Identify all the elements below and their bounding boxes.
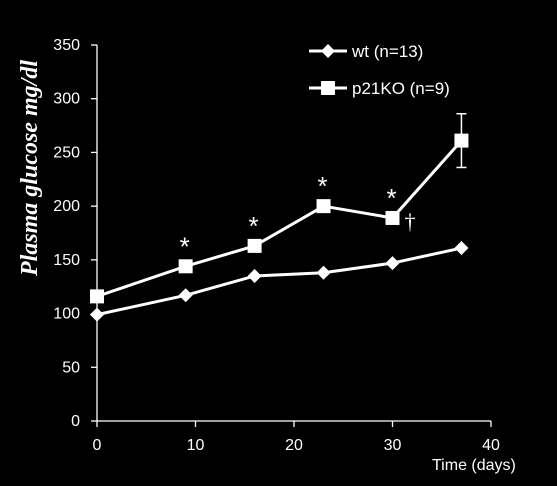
significance-asterisk: * (249, 211, 259, 241)
legend-marker (321, 81, 335, 95)
series-line-0 (96, 246, 462, 317)
x-tick-label: 0 (93, 437, 102, 454)
y-tick-label: 250 (53, 144, 80, 161)
x-tick-label: 20 (285, 437, 303, 454)
axes: 0 50 100 150 200 250 300 350 0 10 20 30 40 (53, 37, 500, 454)
legend: wt (n=13) p21KO (n=9) (309, 42, 450, 98)
data-point (385, 210, 400, 225)
data-point (385, 256, 400, 271)
y-axis-title: Plasma glucose mg/dl (17, 60, 43, 277)
y-tick-label: 50 (62, 359, 80, 376)
x-tick-label: 10 (187, 437, 205, 454)
data-point (247, 268, 262, 283)
significance-asterisk: * (386, 183, 396, 213)
data-point (454, 241, 469, 256)
y-tick-label: 300 (53, 91, 80, 108)
significance-asterisk: * (180, 231, 190, 261)
data-point (90, 289, 104, 304)
data-point (90, 307, 104, 322)
annotations: * * * * † (180, 171, 416, 261)
significance-asterisk: * (317, 171, 327, 201)
series-line-1 (96, 139, 463, 298)
legend-label: p21KO (n=9) (352, 79, 450, 98)
y-tick-label: 150 (53, 252, 80, 269)
legend-marker (321, 44, 335, 58)
x-axis-title: Time (days) (432, 457, 516, 474)
y-tick-label: 0 (71, 413, 80, 430)
plot-area (90, 113, 469, 322)
legend-label: wt (n=13) (351, 42, 423, 61)
y-tick-label: 100 (53, 306, 80, 323)
data-point (178, 259, 193, 274)
x-tick-label: 30 (384, 437, 402, 454)
x-tick-label: 40 (482, 437, 500, 454)
significance-dagger: † (405, 209, 416, 234)
y-tick-label: 350 (53, 37, 80, 54)
data-point (316, 265, 331, 280)
data-point (178, 288, 193, 303)
y-tick-label: 200 (53, 198, 80, 215)
data-point (454, 133, 469, 148)
data-point (247, 238, 262, 253)
data-point (316, 199, 331, 214)
